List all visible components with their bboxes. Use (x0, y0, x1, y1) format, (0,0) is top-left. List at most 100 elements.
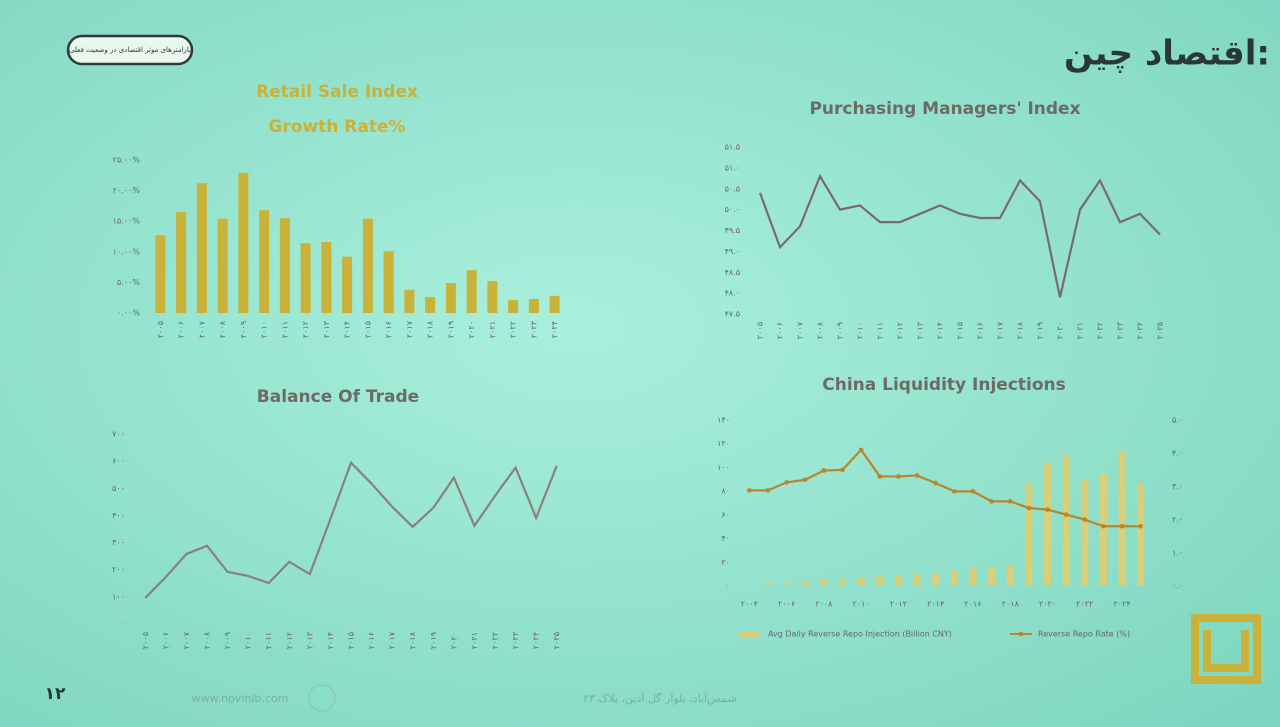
x-tick-label: ۲۰۰۶ (778, 600, 795, 609)
y-tick-label: ۳۰۰ (112, 538, 125, 547)
line (144, 460, 558, 599)
bar (1062, 455, 1070, 586)
point (1119, 523, 1125, 529)
bar (988, 567, 996, 586)
bar (1006, 564, 1014, 586)
slide-title: اقتصاد چین: (1064, 34, 1270, 74)
legend-swatch (740, 631, 760, 637)
point (989, 499, 994, 504)
bar (528, 298, 539, 313)
x-tick-label: ۲۰۱۰ (856, 322, 865, 339)
point (821, 468, 827, 473)
bar (932, 572, 940, 586)
y-tick-label: ۴۰ (721, 534, 730, 543)
point (1045, 507, 1050, 512)
badge (66, 34, 194, 66)
point (1101, 523, 1106, 529)
x-tick-label: ۲۰۱۹ (446, 321, 455, 338)
y-tick-label: ۵۰۰ (112, 484, 125, 493)
y2-tick-label: ۲.۰ (1172, 515, 1183, 524)
bar (383, 251, 394, 313)
x-tick-label: ۲۰۲۳ (529, 320, 538, 338)
y-tick-label: ۱۰.۰۰% (113, 247, 141, 256)
bar (259, 210, 270, 313)
bar (342, 256, 353, 313)
point (1063, 512, 1069, 517)
bar (876, 576, 884, 586)
bar (1099, 473, 1107, 586)
x-tick-label: ۲۰۱۸ (408, 631, 417, 649)
y-tick-label: ۲۰ (721, 558, 730, 567)
bar (745, 584, 753, 586)
chart-title: China Liquidity Injections (822, 375, 1066, 395)
y-tick-label: ۵۱.۵ (725, 143, 740, 152)
y2-tick-label: ۰.۰ (1172, 582, 1183, 591)
point (765, 488, 771, 493)
x-tick-label: ۲۰۰۹ (836, 322, 845, 339)
y2-tick-label: ۱.۰ (1172, 548, 1183, 557)
x-tick-label: ۲۰۲۴ (550, 321, 559, 338)
x-tick-label: ۲۰۲۰ (449, 632, 458, 649)
bar (549, 295, 560, 313)
legend-swatch (1018, 631, 1024, 637)
x-tick-label: ۲۰۱۰ (244, 632, 253, 649)
y-tick-label: ۰.۰۰% (117, 309, 140, 318)
x-tick-label: ۲۰۲۴ (1136, 322, 1145, 339)
chart-title: Purchasing Managers' Index (809, 99, 1080, 119)
logo (1191, 614, 1261, 684)
x-tick-label: ۲۰۱۹ (429, 632, 438, 649)
point (933, 480, 938, 486)
x-tick-label: ۲۰۲۰ (467, 321, 476, 338)
x-tick-label: ۲۰۰۸ (816, 321, 825, 339)
point (1026, 505, 1032, 511)
y-tick-label: ۷۰۰ (112, 430, 125, 439)
x-tick-label: ۲۰۲۰ (1039, 600, 1056, 609)
x-tick-label: ۲۰۲۰ (1056, 322, 1065, 339)
bar (487, 281, 498, 313)
point (1082, 517, 1088, 522)
x-tick-label: ۲۰۰۴ (741, 600, 758, 609)
x-tick-label: ۲۰۱۴ (343, 321, 352, 338)
x-tick-label: ۲۰۱۸ (1016, 321, 1025, 339)
legend-label: Reverse Repo Rate (%) (1038, 630, 1130, 639)
line (749, 448, 1141, 528)
point (877, 474, 883, 479)
bar (894, 575, 902, 586)
x-tick-label: ۲۰۱۷ (388, 631, 397, 649)
point (1138, 523, 1143, 529)
x-tick-label: ۲۰۲۴ (1113, 600, 1130, 609)
x-tick-label: ۲۰۲۲ (509, 321, 518, 338)
x-tick-label: ۲۰۱۳ (322, 320, 331, 338)
x-tick-label: ۲۰۰۵ (156, 321, 165, 338)
y-tick-label: ۴۸.۵ (725, 268, 740, 277)
y-tick-label: ۱۴۰ (717, 416, 730, 425)
x-tick-label: ۲۰۰۷ (796, 321, 805, 339)
page-number: ۱۲ (45, 684, 66, 704)
y-tick-label: ۲۰.۰۰% (113, 186, 141, 195)
x-tick-label: ۲۰۲۱ (488, 321, 497, 338)
bar (820, 580, 828, 586)
y-tick-label: ۰ (726, 582, 730, 591)
x-tick-label: ۲۰۱۱ (280, 321, 289, 338)
x-tick-label: ۲۰۰۸ (203, 631, 212, 649)
chart-subtitle: Growth Rate% (268, 117, 405, 137)
chart-title: Balance Of Trade (257, 387, 419, 407)
y-tick-label: ۵۰.۰ (725, 205, 740, 214)
y-tick-label: ۱۲۰ (717, 439, 730, 448)
x-tick-label: ۲۰۱۵ (363, 321, 372, 338)
y2-tick-label: ۴.۰ (1172, 449, 1183, 458)
x-tick-label: ۲۰۰۶ (177, 321, 186, 338)
x-tick-label: ۲۰۰۶ (161, 632, 170, 649)
x-tick-label: ۲۰۲۳ (511, 631, 520, 649)
icon (308, 684, 336, 712)
badge-text: پارامترهای موثر اقتصادی در وضعیت فعلی (69, 46, 191, 54)
x-tick-label: ۲۰۰۷ (197, 320, 206, 338)
bar (1118, 452, 1126, 586)
x-tick-label: ۲۰۰۵ (756, 322, 765, 339)
bar (950, 570, 958, 586)
x-tick-label: ۲۰۱۵ (347, 632, 356, 649)
point (1007, 499, 1013, 504)
y-tick-label: ۵.۰۰% (117, 278, 140, 287)
bar (300, 243, 311, 313)
bar (783, 582, 791, 586)
